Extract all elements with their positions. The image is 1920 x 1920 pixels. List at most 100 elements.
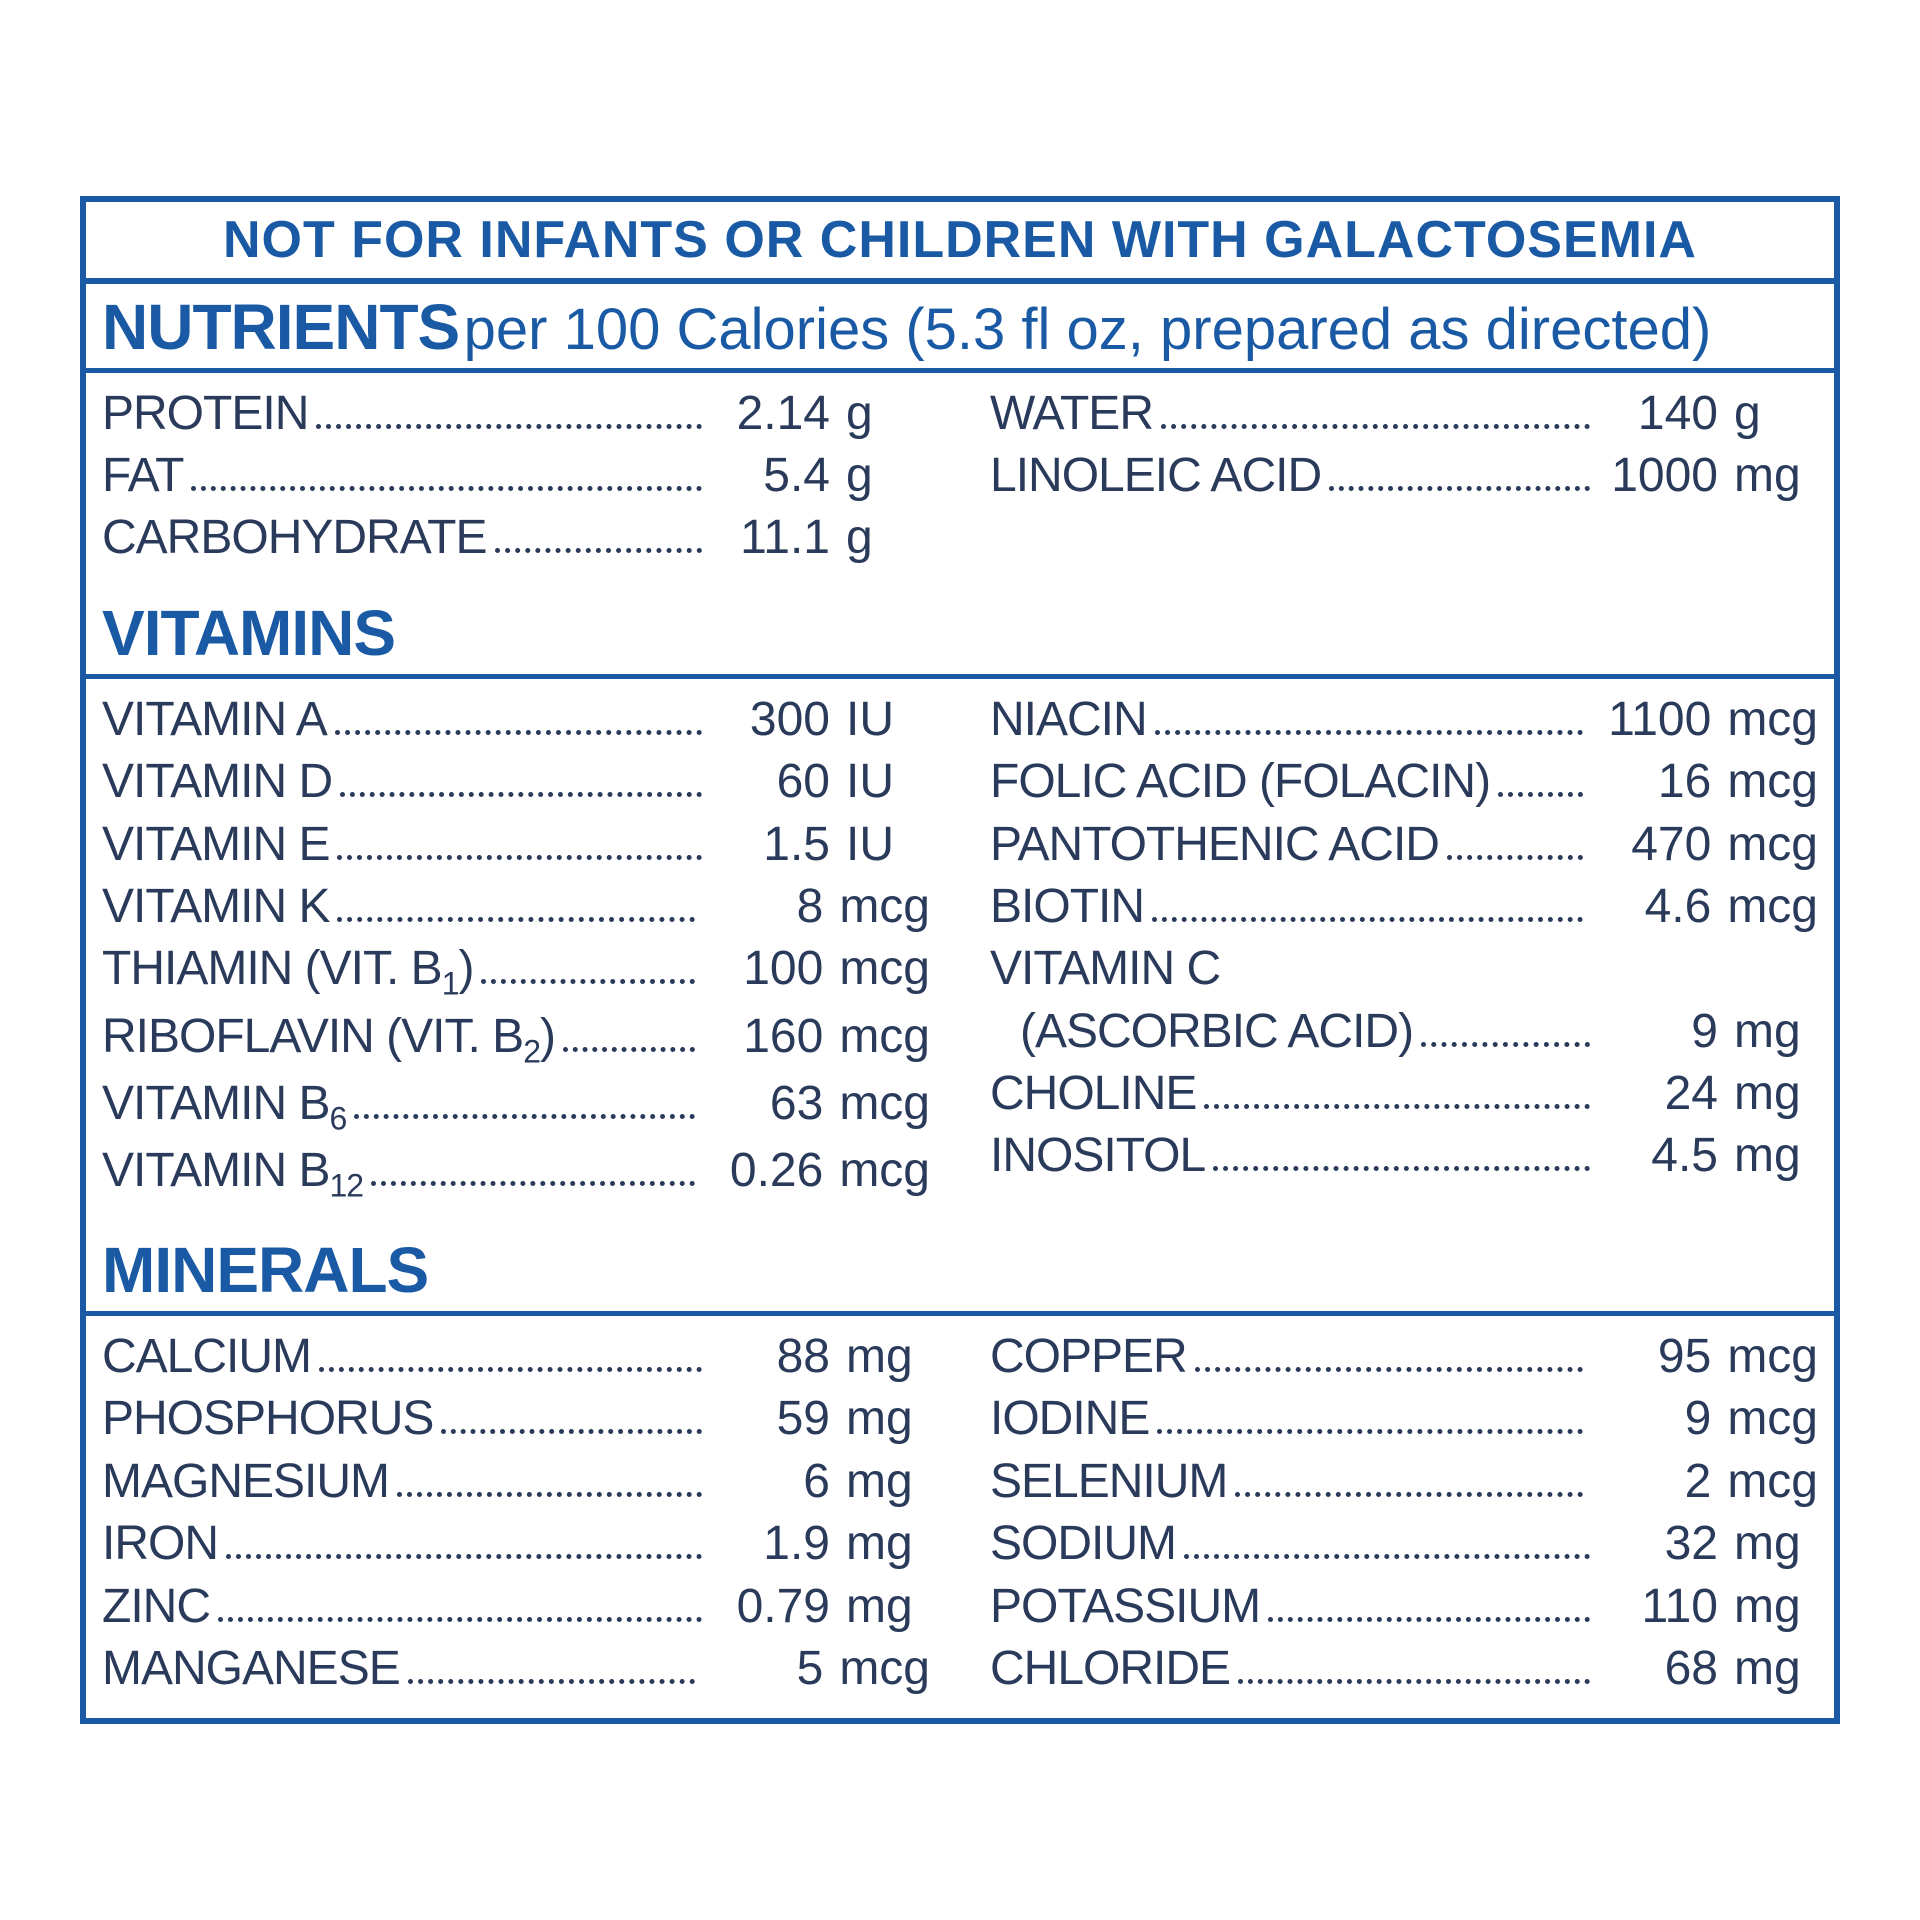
nutrient-unit: mcg	[823, 1638, 930, 1700]
nutrients-right-col: WATER140gLINOLEIC ACID1000mg	[990, 383, 1818, 570]
nutrition-panel: NOT FOR INFANTS OR CHILDREN WITH GALACTO…	[80, 196, 1840, 1725]
nutrient-row: VITAMIN A300IU	[102, 689, 930, 751]
nutrient-row: PHOSPHORUS 59mg	[102, 1388, 930, 1450]
nutrients-header: NUTRIENTS per 100 Calories (5.3 fl oz, p…	[86, 284, 1834, 368]
dot-leader	[397, 1492, 702, 1497]
nutrient-value: 1.9	[710, 1513, 830, 1575]
nutrient-unit: mg	[1718, 1063, 1818, 1125]
nutrient-unit: mg	[830, 1451, 930, 1513]
nutrient-row: COPPER95mcg	[990, 1326, 1818, 1388]
nutrient-value: 0.79	[710, 1576, 830, 1638]
dot-leader	[1329, 486, 1590, 491]
dot-leader	[495, 548, 703, 553]
nutrient-unit: mg	[1718, 1001, 1818, 1063]
nutrient-value: 63	[703, 1073, 823, 1135]
minerals-title: MINERALS	[86, 1225, 1834, 1311]
nutrient-row: ZINC0.79mg	[102, 1576, 930, 1638]
dot-leader	[1238, 1679, 1590, 1684]
nutrient-row: LINOLEIC ACID1000mg	[990, 445, 1818, 507]
dot-leader	[1268, 1617, 1590, 1622]
nutrient-value: 100	[703, 938, 823, 1000]
vitamins-right-col: NIACIN1100mcgFOLIC ACID (FOLACIN)16mcgPA…	[990, 689, 1818, 1207]
dot-leader	[1235, 1492, 1583, 1497]
nutrient-unit: mcg	[1711, 1326, 1818, 1388]
nutrient-value: 5	[703, 1638, 823, 1700]
nutrient-unit: mg	[830, 1326, 930, 1388]
nutrient-name: PROTEIN	[102, 383, 308, 445]
dot-leader	[1152, 917, 1583, 922]
dot-leader	[1498, 792, 1583, 797]
nutrient-name: PANTOTHENIC ACID	[990, 814, 1439, 876]
nutrient-unit: mg	[1718, 1638, 1818, 1700]
nutrient-name: POTASSIUM	[990, 1576, 1260, 1638]
nutrient-row: VITAMIN E1.5IU	[102, 814, 930, 876]
nutrient-unit: mg	[830, 1513, 930, 1575]
nutrient-unit: mg	[830, 1388, 930, 1450]
nutrient-row: THIAMIN (VIT. B1) 100mcg	[102, 938, 930, 1005]
dot-leader	[340, 792, 702, 797]
dot-leader	[335, 730, 702, 735]
nutrient-unit: mg	[1718, 445, 1818, 507]
nutrient-row: FOLIC ACID (FOLACIN)16mcg	[990, 751, 1818, 813]
nutrient-value: 16	[1591, 751, 1711, 813]
nutrient-unit: IU	[830, 751, 930, 813]
nutrient-name: SODIUM	[990, 1513, 1176, 1575]
nutrient-value: 140	[1598, 383, 1718, 445]
nutrient-name: INOSITOL	[990, 1125, 1205, 1187]
vitamins-left-col: VITAMIN A300IUVITAMIN D60IUVITAMIN E1.5I…	[102, 689, 930, 1207]
dot-leader	[1447, 855, 1583, 860]
nutrient-unit: IU	[830, 689, 930, 751]
nutrient-name: VITAMIN C	[990, 938, 1220, 1000]
nutrient-name: FOLIC ACID (FOLACIN)	[990, 751, 1490, 813]
nutrient-name: FAT	[102, 445, 183, 507]
nutrient-row: POTASSIUM110mg	[990, 1576, 1818, 1638]
nutrient-value: 68	[1598, 1638, 1718, 1700]
nutrient-value: 88	[710, 1326, 830, 1388]
dot-leader	[1213, 1166, 1590, 1171]
minerals-columns: CALCIUM88mgPHOSPHORUS59mgMAGNESIUM6mgIRO…	[86, 1316, 1834, 1718]
nutrient-unit: g	[830, 507, 930, 569]
nutrient-unit: mcg	[1711, 689, 1818, 751]
nutrient-name: THIAMIN (VIT. B1)	[102, 938, 473, 1005]
nutrient-value: 11.1	[710, 507, 830, 569]
nutrient-value: 470	[1591, 814, 1711, 876]
nutrient-value: 9	[1598, 1001, 1718, 1063]
nutrients-left-col: PROTEIN2.14gFAT5.4gCARBOHYDRATE11.1g	[102, 383, 930, 570]
nutrient-name: CHOLINE	[990, 1063, 1196, 1125]
nutrient-row: CHLORIDE 68mg	[990, 1638, 1818, 1700]
nutrient-row: CALCIUM88mg	[102, 1326, 930, 1388]
nutrient-name: LINOLEIC ACID	[990, 445, 1321, 507]
dot-leader	[218, 1617, 702, 1622]
nutrient-row: MAGNESIUM6mg	[102, 1451, 930, 1513]
dot-leader	[408, 1679, 696, 1684]
nutrient-value: 5.4	[710, 445, 830, 507]
nutrient-value: 8	[703, 876, 823, 938]
nutrient-name: CHLORIDE	[990, 1638, 1230, 1700]
nutrient-row: (ASCORBIC ACID) 9mg	[990, 1001, 1818, 1063]
nutrient-row: CARBOHYDRATE11.1g	[102, 507, 930, 569]
nutrient-value: 32	[1598, 1513, 1718, 1575]
nutrient-row: PROTEIN2.14g	[102, 383, 930, 445]
nutrient-row: VITAMIN K8mcg	[102, 876, 930, 938]
nutrient-unit: mcg	[823, 938, 930, 1000]
nutrient-name: PHOSPHORUS	[102, 1388, 433, 1450]
nutrient-unit: g	[830, 445, 930, 507]
nutrient-unit: mg	[1718, 1576, 1818, 1638]
nutrient-row: CHOLINE24mg	[990, 1063, 1818, 1125]
nutrient-name: VITAMIN D	[102, 751, 332, 813]
vitamins-columns: VITAMIN A300IUVITAMIN D60IUVITAMIN E1.5I…	[86, 679, 1834, 1225]
nutrient-name: MANGANESE	[102, 1638, 400, 1700]
nutrient-row: BIOTIN4.6mcg	[990, 876, 1818, 938]
nutrient-name: (ASCORBIC ACID)	[990, 1001, 1413, 1063]
nutrient-row: INOSITOL4.5mg	[990, 1125, 1818, 1187]
nutrient-unit: mcg	[1711, 876, 1818, 938]
nutrient-value: 1.5	[710, 814, 830, 876]
nutrient-value: 59	[710, 1388, 830, 1450]
nutrient-unit: mg	[1718, 1125, 1818, 1187]
nutrient-unit: mg	[1718, 1513, 1818, 1575]
nutrients-columns: PROTEIN2.14gFAT5.4gCARBOHYDRATE11.1g WAT…	[86, 373, 1834, 588]
nutrient-unit: g	[830, 383, 930, 445]
nutrient-row: NIACIN1100mcg	[990, 689, 1818, 751]
dot-leader	[1155, 730, 1584, 735]
nutrient-row: VITAMIN C	[990, 938, 1818, 1000]
